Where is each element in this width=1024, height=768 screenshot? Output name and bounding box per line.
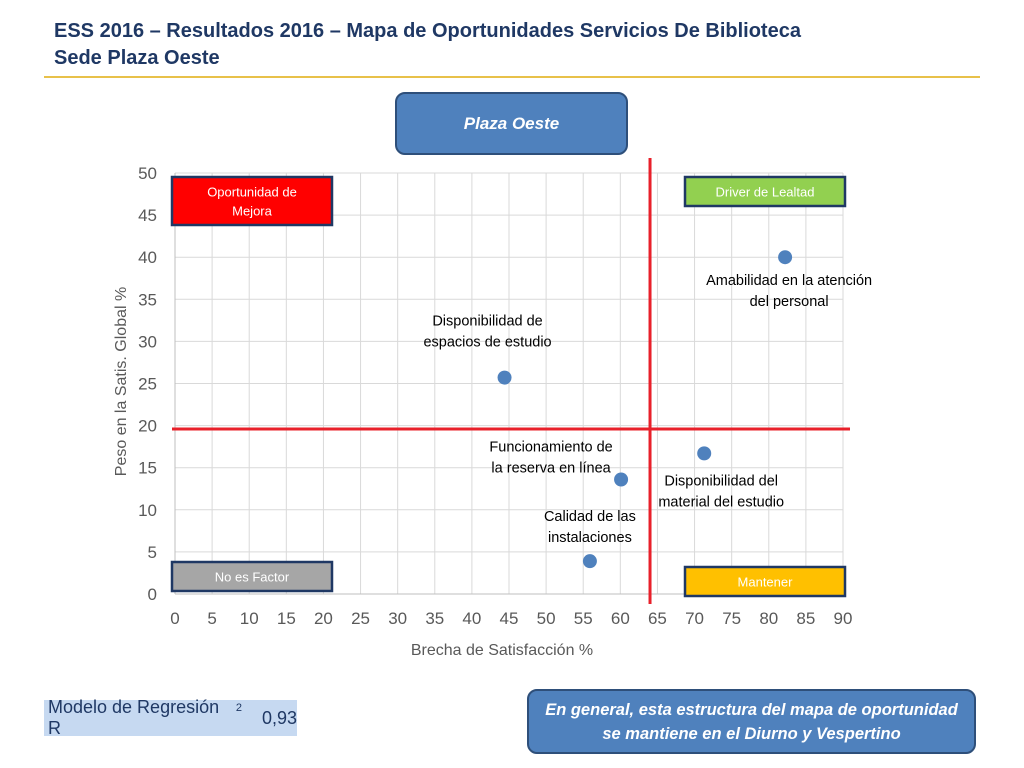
- x-tick-label: 45: [500, 609, 519, 628]
- y-tick-label: 40: [138, 248, 157, 267]
- summary-note: En general, esta estructura del mapa de …: [545, 700, 958, 743]
- quadrant-driver-box: [683, 175, 847, 208]
- x-tick-label: 25: [351, 609, 370, 628]
- segment-label: Plaza Oeste: [463, 113, 560, 133]
- x-tick-label: 55: [574, 609, 593, 628]
- x-tick-label: 75: [722, 609, 741, 628]
- data-point: [778, 250, 793, 265]
- quadrant-oportunidad-box: [170, 175, 334, 227]
- summary-note-box: En general, esta estructura del mapa de …: [527, 689, 976, 754]
- quadrant-mantener-label: Mantener: [738, 575, 794, 590]
- data-point-label: instalaciones: [548, 530, 632, 546]
- x-tick-label: 35: [425, 609, 444, 628]
- y-axis-title: Peso en la Satis. Global %: [113, 287, 130, 476]
- quadrant-driver-label: Driver de Lealtad: [716, 185, 815, 200]
- x-tick-label: 0: [170, 609, 179, 628]
- title-divider: [44, 76, 980, 78]
- data-point: [497, 370, 512, 385]
- data-point: [582, 554, 597, 569]
- data-point-label: Funcionamiento de: [489, 439, 612, 455]
- y-tick-label: 0: [148, 585, 157, 604]
- y-tick-label: 35: [138, 290, 157, 309]
- quadrant-oportunidad-label: Mejora: [232, 204, 273, 219]
- data-point-label: espacios de estudio: [423, 335, 551, 351]
- y-tick-label: 50: [138, 164, 157, 183]
- quadrant-no-factor-label: No es Factor: [215, 570, 290, 585]
- y-tick-label: 45: [138, 206, 157, 225]
- segment-label-box: Plaza Oeste: [395, 92, 628, 155]
- quadrant-oportunidad-label: Oportunidad de: [207, 185, 297, 200]
- x-tick-label: 80: [759, 609, 778, 628]
- x-tick-label: 65: [648, 609, 667, 628]
- y-tick-label: 15: [138, 459, 157, 478]
- y-tick-label: 20: [138, 417, 157, 436]
- data-point-label: Disponibilidad del: [664, 473, 778, 489]
- data-point-label: del personal: [750, 294, 829, 310]
- x-tick-label: 30: [388, 609, 407, 628]
- slide-title: ESS 2016 – Resultados 2016 – Mapa de Opo…: [54, 18, 984, 72]
- x-tick-label: 40: [462, 609, 481, 628]
- quadrant-mantener-box: [683, 565, 847, 598]
- x-tick-label: 85: [796, 609, 815, 628]
- x-tick-label: 60: [611, 609, 630, 628]
- data-point-label: Disponibilidad de: [432, 314, 542, 330]
- data-point: [614, 472, 629, 487]
- data-point-label: Amabilidad en la atención: [706, 273, 872, 289]
- x-tick-label: 70: [685, 609, 704, 628]
- x-tick-label: 50: [537, 609, 556, 628]
- y-tick-label: 30: [138, 332, 157, 351]
- regression-value: 0,93: [261, 707, 297, 728]
- y-tick-label: 10: [138, 501, 157, 520]
- data-point-label: la reserva en línea: [491, 460, 611, 476]
- y-tick-label: 25: [138, 375, 157, 394]
- data-point: [697, 446, 712, 461]
- regression-label: Modelo de Regresión R: [48, 697, 220, 738]
- x-axis-title: Brecha de Satisfacción %: [411, 642, 593, 659]
- x-tick-label: 5: [207, 609, 216, 628]
- title-line-1: ESS 2016 – Resultados 2016 – Mapa de Opo…: [54, 20, 801, 42]
- title-line-2: Sede Plaza Oeste: [54, 47, 220, 69]
- y-tick-label: 5: [148, 543, 157, 562]
- data-point-label: material del estudio: [658, 494, 784, 510]
- x-tick-label: 20: [314, 609, 333, 628]
- data-point-label: Calidad de las: [544, 509, 636, 525]
- regression-box: Modelo de Regresión R 2 0,93: [44, 697, 297, 738]
- x-tick-label: 10: [240, 609, 259, 628]
- quadrant-no-factor-box: [170, 560, 334, 593]
- x-tick-label: 15: [277, 609, 296, 628]
- regression-superscript: 2: [235, 702, 242, 714]
- x-tick-label: 90: [834, 609, 853, 628]
